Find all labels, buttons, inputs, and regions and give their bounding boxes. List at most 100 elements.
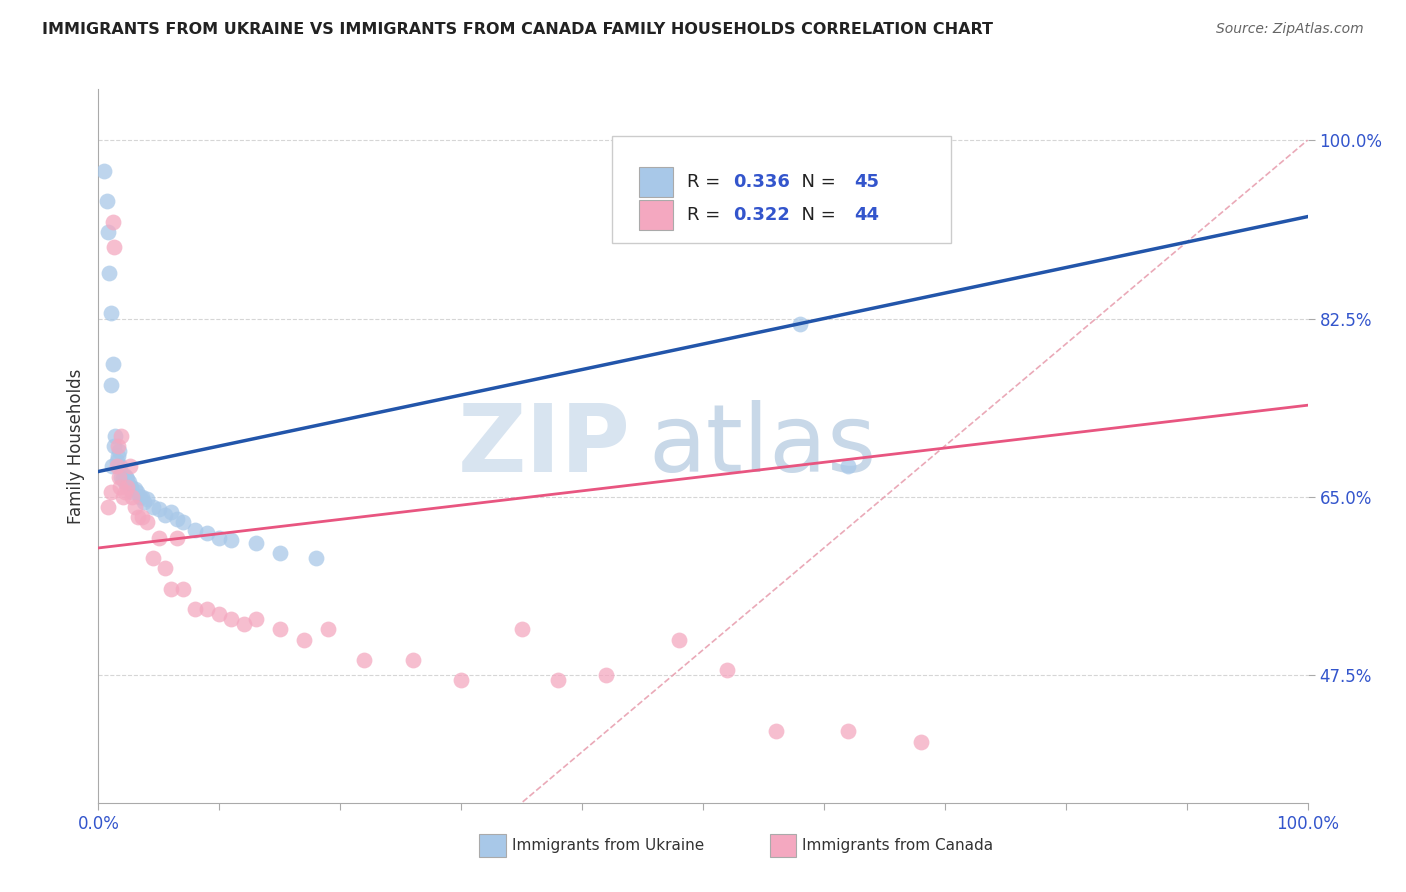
Point xyxy=(184,602,207,616)
Point xyxy=(716,663,738,677)
Point xyxy=(104,429,127,443)
FancyBboxPatch shape xyxy=(769,834,796,857)
Point xyxy=(114,475,136,489)
Point xyxy=(184,523,207,537)
Point xyxy=(166,531,188,545)
Point xyxy=(117,472,139,486)
Point xyxy=(121,490,143,504)
Point xyxy=(269,623,291,637)
Point xyxy=(172,516,194,530)
Point xyxy=(108,480,131,494)
Point xyxy=(117,480,139,494)
Point xyxy=(166,512,188,526)
Point xyxy=(107,449,129,463)
Text: 45: 45 xyxy=(855,173,879,191)
Point xyxy=(131,510,153,524)
FancyBboxPatch shape xyxy=(479,834,506,857)
Point xyxy=(353,653,375,667)
Point xyxy=(208,531,231,545)
Point xyxy=(837,459,859,474)
Point xyxy=(98,266,121,280)
Point xyxy=(127,484,149,499)
Point xyxy=(510,623,533,637)
Point xyxy=(160,505,183,519)
Point xyxy=(245,612,267,626)
Point xyxy=(595,668,617,682)
Point xyxy=(108,469,131,483)
Point xyxy=(142,551,165,566)
Point xyxy=(105,454,128,468)
Point xyxy=(97,225,120,239)
Point xyxy=(195,525,218,540)
Point xyxy=(668,632,690,647)
Point xyxy=(160,582,183,596)
Point xyxy=(292,632,315,647)
Point xyxy=(153,561,176,575)
Point xyxy=(100,306,122,320)
Point xyxy=(121,484,143,499)
Point xyxy=(402,653,425,667)
Point xyxy=(100,459,122,474)
Text: 44: 44 xyxy=(855,206,879,224)
Point xyxy=(124,482,146,496)
Point xyxy=(100,377,122,392)
Point xyxy=(114,484,136,499)
Text: Immigrants from Canada: Immigrants from Canada xyxy=(803,838,993,853)
Point xyxy=(208,607,231,622)
FancyBboxPatch shape xyxy=(638,167,673,196)
Point xyxy=(93,163,115,178)
Text: R =: R = xyxy=(688,173,727,191)
Point xyxy=(131,490,153,504)
Point xyxy=(135,516,157,530)
FancyBboxPatch shape xyxy=(638,200,673,230)
Point xyxy=(195,602,218,616)
Text: 0.322: 0.322 xyxy=(734,206,790,224)
Point xyxy=(105,459,128,474)
Text: Source: ZipAtlas.com: Source: ZipAtlas.com xyxy=(1216,22,1364,37)
Point xyxy=(120,480,142,494)
Point xyxy=(111,472,134,486)
Point xyxy=(110,429,132,443)
Text: IMMIGRANTS FROM UKRAINE VS IMMIGRANTS FROM CANADA FAMILY HOUSEHOLDS CORRELATION : IMMIGRANTS FROM UKRAINE VS IMMIGRANTS FR… xyxy=(42,22,993,37)
Point xyxy=(910,734,932,748)
Point xyxy=(221,533,243,547)
Point xyxy=(547,673,569,688)
Point xyxy=(103,240,125,254)
Point xyxy=(124,500,146,515)
Point xyxy=(108,459,131,474)
Point xyxy=(107,439,129,453)
Point xyxy=(128,490,150,504)
Point xyxy=(142,500,165,515)
Point xyxy=(96,194,118,209)
Point xyxy=(135,491,157,506)
Point xyxy=(127,510,149,524)
Point xyxy=(837,724,859,739)
Text: atlas: atlas xyxy=(648,400,877,492)
Point xyxy=(148,502,170,516)
Point xyxy=(103,439,125,453)
Point xyxy=(101,215,124,229)
Point xyxy=(110,469,132,483)
Point xyxy=(221,612,243,626)
Text: N =: N = xyxy=(790,206,842,224)
Text: 0.336: 0.336 xyxy=(734,173,790,191)
Point xyxy=(305,551,328,566)
Point xyxy=(269,546,291,560)
Point xyxy=(316,623,339,637)
Point xyxy=(118,480,141,494)
Point xyxy=(108,444,131,458)
Text: Immigrants from Ukraine: Immigrants from Ukraine xyxy=(512,838,704,853)
Point xyxy=(232,617,254,632)
Point xyxy=(97,500,120,515)
FancyBboxPatch shape xyxy=(613,136,950,243)
Y-axis label: Family Households: Family Households xyxy=(66,368,84,524)
Point xyxy=(101,358,124,372)
Text: R =: R = xyxy=(688,206,727,224)
Point xyxy=(148,531,170,545)
Point xyxy=(245,536,267,550)
Point xyxy=(100,484,122,499)
Point xyxy=(172,582,194,596)
Point xyxy=(115,469,138,483)
Point xyxy=(450,673,472,688)
Point xyxy=(111,490,134,504)
